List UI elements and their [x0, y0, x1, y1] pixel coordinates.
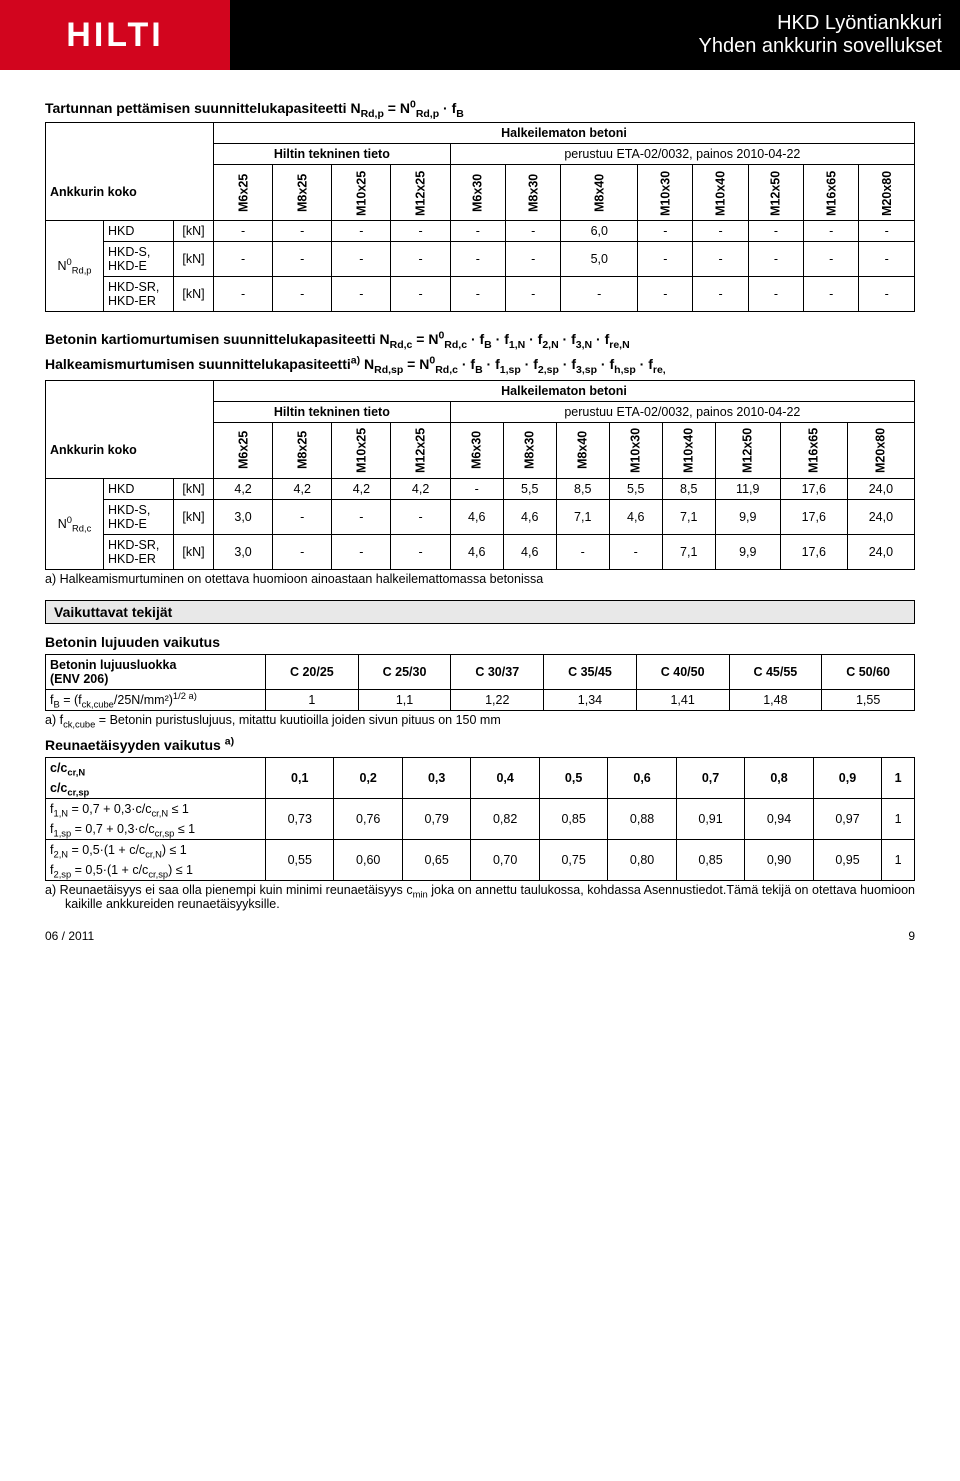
size-col: M8x25 [273, 165, 332, 221]
size-col: M12x50 [748, 165, 803, 221]
size-col: M8x40 [556, 422, 609, 478]
header-title-block: HKD Lyöntiankkuri Yhden ankkurin sovellu… [230, 0, 960, 70]
row-unit: [kN] [174, 277, 214, 312]
edge-distance-title: Reunaetäisyyden vaikutus a) [45, 737, 915, 753]
footer-date: 06 / 2011 [45, 929, 94, 943]
anchor-size-label: Ankkurin koko [46, 165, 214, 221]
uncracked-label: Halkeilematon betoni [214, 123, 915, 144]
concrete-class-label: Betonin lujuusluokka(ENV 206) [46, 654, 266, 689]
row-name: HKD-S, HKD-E [104, 242, 174, 277]
row-unit: [kN] [174, 499, 214, 534]
size-col: M10x30 [609, 422, 662, 478]
row-group-label: N0Rd,p [46, 221, 104, 312]
header-title-line-1: HKD Lyöntiankkuri [777, 12, 942, 35]
table2-formula-2: Halkeamismurtumisen suunnittelukapasitee… [45, 355, 915, 374]
table-row: HKD-SR, HKD-ER [kN] 3,0---4,64,6--7,19,9… [46, 534, 915, 569]
tech-info-label: Hiltin tekninen tieto [214, 144, 451, 165]
row-group-label: N0Rd,c [46, 478, 104, 569]
edge-r3b: f2,sp = 0,5·(1 + c/ccr,sp) ≤ 1 [46, 860, 266, 881]
size-col: M8x30 [506, 165, 561, 221]
table-cone-splitting: Halkeilematon betoni Hiltin tekninen tie… [45, 380, 915, 570]
size-col: M8x30 [503, 422, 556, 478]
page-content: Tartunnan pettämisen suunnittelukapasite… [0, 70, 960, 921]
footer-page: 9 [908, 929, 915, 943]
row-unit: [kN] [174, 242, 214, 277]
logo-text: HILTI [66, 16, 163, 55]
uncracked-label: Halkeilematon betoni [214, 380, 915, 401]
row-name: HKD-SR, HKD-ER [104, 534, 174, 569]
size-col: M8x40 [561, 165, 638, 221]
page-header: HILTI HKD Lyöntiankkuri Yhden ankkurin s… [0, 0, 960, 70]
table2-formula-1: Betonin kartiomurtumisen suunnittelukapa… [45, 330, 915, 349]
row-unit: [kN] [174, 221, 214, 242]
table-row: N0Rd,p HKD [kN] ------6,0----- [46, 221, 915, 242]
page-footer: 06 / 2011 9 [0, 921, 960, 961]
table-row: HKD-S, HKD-E [kN] ------5,0----- [46, 242, 915, 277]
size-col: M16x65 [804, 165, 859, 221]
size-col: M6x25 [214, 165, 273, 221]
edge-h2: c/ccr,sp [46, 778, 266, 799]
tech-info-label: Hiltin tekninen tieto [214, 401, 451, 422]
size-col: M6x30 [450, 422, 503, 478]
table-edge-distance: c/ccr,N 0,1 0,2 0,3 0,4 0,5 0,6 0,7 0,8 … [45, 757, 915, 881]
edge-note: a) Reunaetäisyys ei saa olla pienempi ku… [45, 883, 915, 911]
table2-note-a: a) Halkeamismurtuminen on otettava huomi… [45, 572, 915, 586]
table-row: N0Rd,c HKD [kN] 4,24,24,24,2-5,58,55,58,… [46, 478, 915, 499]
table1-formula: Tartunnan pettämisen suunnittelukapasite… [45, 100, 915, 116]
size-col: M20x80 [859, 165, 915, 221]
size-col: M6x25 [214, 422, 273, 478]
basis-label: perustuu ETA-02/0032, painos 2010-04-22 [450, 144, 914, 165]
row-name: HKD [104, 221, 174, 242]
size-col: M20x80 [847, 422, 914, 478]
brand-logo: HILTI [0, 0, 230, 70]
row-name: HKD [104, 478, 174, 499]
row-name: HKD-S, HKD-E [104, 499, 174, 534]
table-concrete-strength: Betonin lujuusluokka(ENV 206) C 20/25 C … [45, 654, 915, 711]
size-col: M10x30 [638, 165, 693, 221]
anchor-size-label: Ankkurin koko [46, 422, 214, 478]
size-col: M6x30 [450, 165, 505, 221]
concrete-strength-title: Betonin lujuuden vaikutus [45, 634, 915, 650]
size-col: M12x50 [715, 422, 780, 478]
edge-h1: c/ccr,N [46, 757, 266, 778]
table-row: HKD-SR, HKD-ER [kN] ------------ [46, 277, 915, 312]
edge-r3a: f2,N = 0,5·(1 + c/ccr,N) ≤ 1 [46, 839, 266, 860]
size-col: M8x25 [273, 422, 332, 478]
fb-formula: fB = (fck,cube/25N/mm²)1/2 a) [46, 689, 266, 710]
size-col: M10x40 [662, 422, 715, 478]
table-row: HKD-S, HKD-E [kN] 3,0---4,64,67,14,67,19… [46, 499, 915, 534]
edge-r2a: f1,N = 0,7 + 0,3·c/ccr,N ≤ 1 [46, 798, 266, 819]
size-col: M10x40 [693, 165, 748, 221]
concrete-note: a) fck,cube = Betonin puristuslujuus, mi… [45, 713, 915, 727]
section-influencing: Vaikuttavat tekijät [45, 600, 915, 624]
row-unit: [kN] [174, 478, 214, 499]
basis-label: perustuu ETA-02/0032, painos 2010-04-22 [450, 401, 914, 422]
row-name: HKD-SR, HKD-ER [104, 277, 174, 312]
edge-r2b: f1,sp = 0,7 + 0,3·c/ccr,sp ≤ 1 [46, 819, 266, 840]
size-col: M12x25 [391, 422, 450, 478]
size-col: M16x65 [780, 422, 847, 478]
size-col: M10x25 [332, 165, 391, 221]
table-pullout: Halkeilematon betoni Hiltin tekninen tie… [45, 122, 915, 312]
row-unit: [kN] [174, 534, 214, 569]
size-col: M10x25 [332, 422, 391, 478]
size-col: M12x25 [391, 165, 450, 221]
header-title-line-2: Yhden ankkurin sovellukset [699, 35, 942, 58]
